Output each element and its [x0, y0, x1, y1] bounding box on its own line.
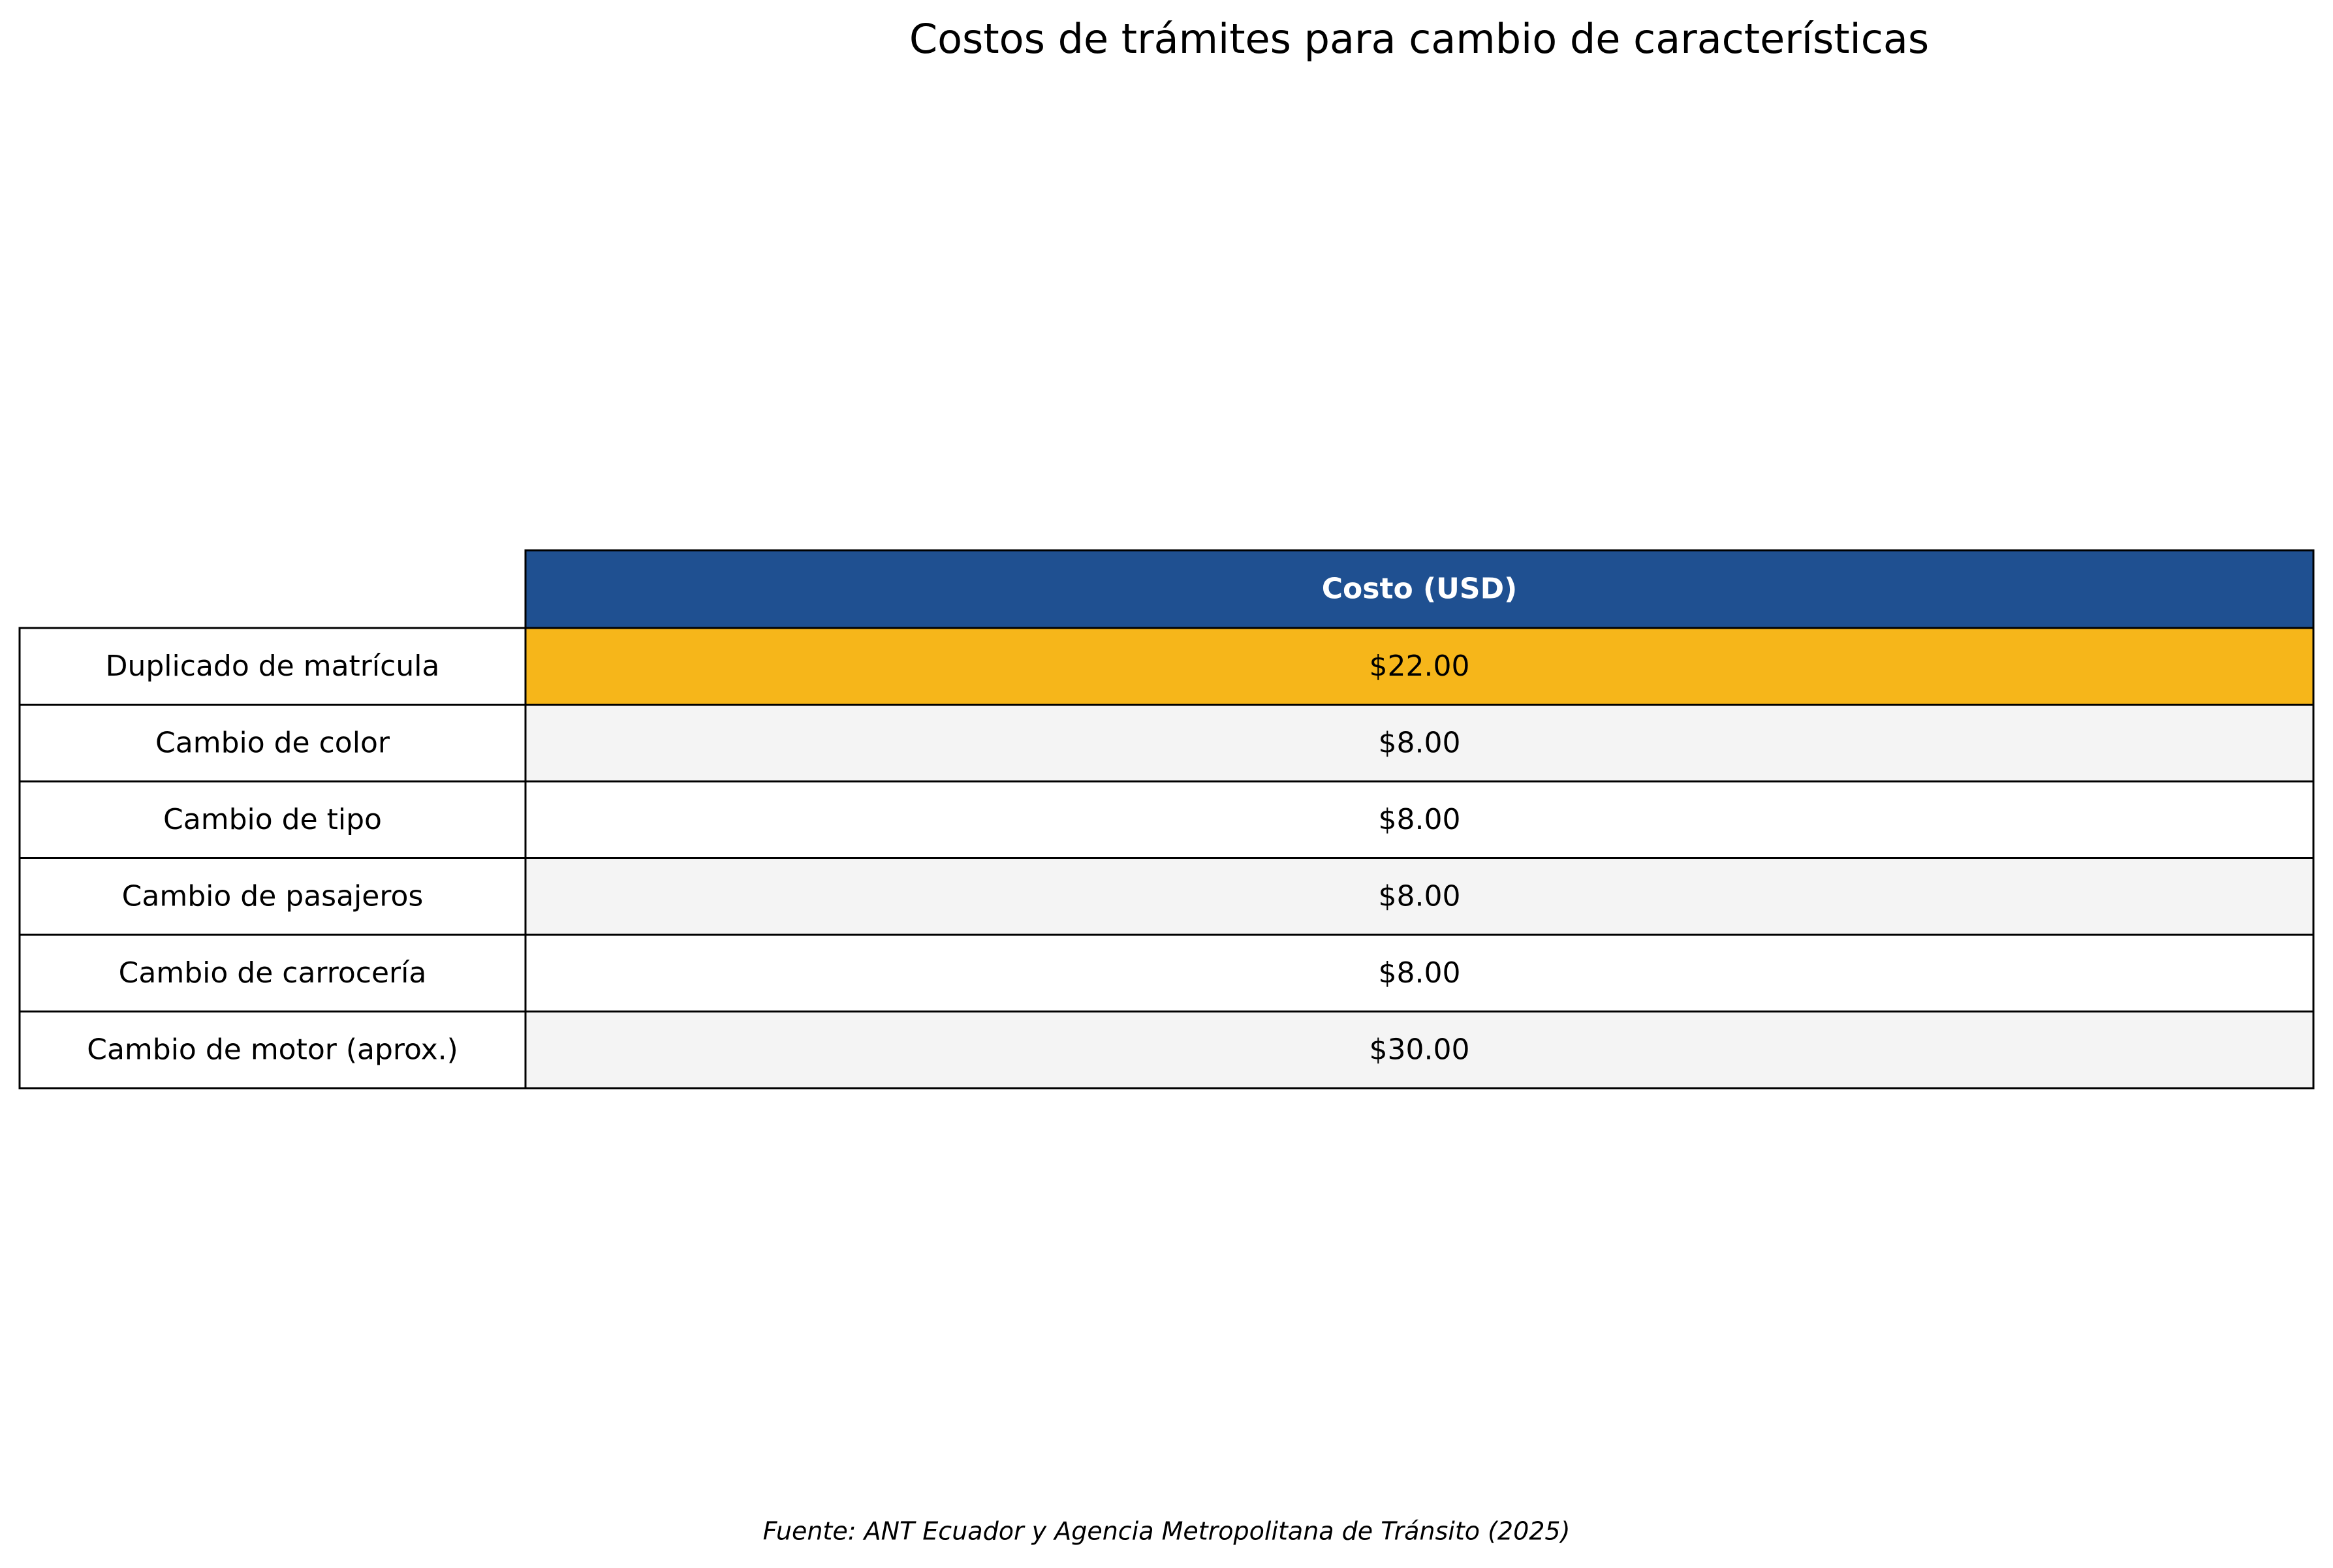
table: Costo (USD) Duplicado de matrícula $22.00 C… — [18, 549, 2315, 1090]
title: Costos de trámites para cambio de caract… — [909, 15, 1929, 63]
row-label-cell — [18, 933, 527, 1012]
cell-value: $8.00 — [1379, 803, 1461, 836]
header-text: Costo (USD) — [1322, 572, 1517, 606]
source-note: Fuente: ANT Ecuador y Agencia Metropolit… — [763, 1517, 1571, 1546]
value-cell — [524, 627, 2315, 706]
row-label-cell — [18, 1011, 527, 1090]
header-cell — [524, 549, 2315, 629]
row-label: Cambio de color — [155, 726, 390, 759]
cell-value: $8.00 — [1379, 726, 1461, 759]
row-label-cell — [18, 627, 527, 706]
cell-value: $30.00 — [1370, 1033, 1470, 1066]
row-label: Cambio de motor (aprox.) — [87, 1033, 458, 1066]
row-label-cell — [18, 704, 527, 783]
cell-value: $22.00 — [1370, 650, 1470, 683]
row-label: Cambio de pasajeros — [122, 879, 424, 913]
value-cell — [524, 1011, 2315, 1090]
row-label-cell — [18, 780, 527, 859]
value-cell — [524, 704, 2315, 783]
value-cell — [524, 933, 2315, 1012]
row-label: Cambio de tipo — [163, 803, 382, 836]
cell-value: $8.00 — [1379, 879, 1461, 913]
row-label-cell — [18, 857, 527, 936]
row-label: Duplicado de matrícula — [106, 650, 440, 683]
cell-value: $8.00 — [1379, 956, 1461, 990]
row-label: Cambio de carrocería — [119, 956, 427, 990]
